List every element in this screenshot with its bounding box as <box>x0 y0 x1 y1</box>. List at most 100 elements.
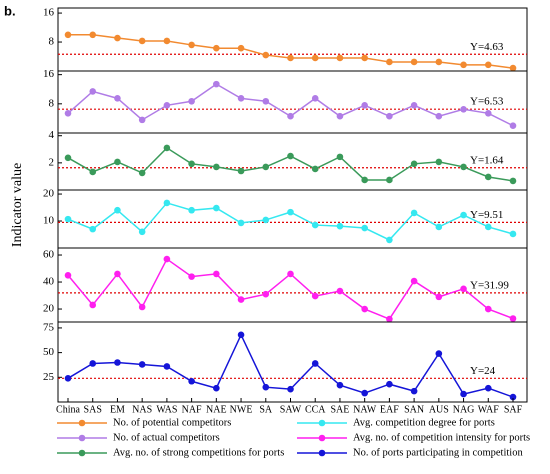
data-point <box>163 363 171 370</box>
data-point <box>311 221 319 229</box>
legend-label: Avg. competition degree for ports <box>353 417 495 428</box>
data-point <box>361 305 368 313</box>
data-point <box>410 277 418 285</box>
y-tick-label: 8 <box>49 36 55 48</box>
data-point <box>163 199 171 207</box>
data-point <box>509 177 517 185</box>
legend-label: No. of ports participating in competitio… <box>353 447 523 458</box>
data-point <box>114 359 121 366</box>
data-point <box>138 169 146 177</box>
data-point <box>386 112 393 120</box>
reference-label: Y=31.99 <box>470 279 509 291</box>
data-point <box>188 97 195 105</box>
data-point <box>114 270 121 278</box>
data-point <box>460 105 467 113</box>
legend-label: No. of actual competitors <box>113 432 220 443</box>
y-tick-label: 16 <box>43 68 55 80</box>
x-tick-label: NAE <box>206 404 227 415</box>
y-tick-label: 8 <box>49 97 55 109</box>
data-point <box>287 152 294 160</box>
x-tick-label: NAG <box>453 404 475 415</box>
legend-marker <box>318 434 326 442</box>
data-point <box>213 270 220 278</box>
data-point <box>336 222 344 230</box>
data-point <box>336 381 344 389</box>
data-point <box>361 101 368 109</box>
data-point <box>114 95 121 102</box>
reference-label: Y=24 <box>470 365 496 377</box>
data-point <box>163 101 171 109</box>
y-tick-label: 2 <box>49 156 55 168</box>
data-point <box>213 44 220 52</box>
data-point <box>64 31 72 39</box>
data-point <box>336 287 344 295</box>
y-tick-label: 4 <box>49 129 55 141</box>
data-point <box>114 158 121 166</box>
reference-label: Y=6.53 <box>470 96 504 108</box>
data-point <box>262 51 270 59</box>
panel-label: b. <box>4 3 16 18</box>
data-point <box>163 144 171 152</box>
data-point <box>509 64 517 72</box>
data-point <box>311 360 319 367</box>
data-point <box>460 163 467 171</box>
data-point <box>509 230 517 238</box>
y-tick-label: 60 <box>43 249 55 261</box>
x-tick-label: EAF <box>380 404 399 415</box>
data-point <box>460 285 467 293</box>
data-point <box>435 158 443 166</box>
data-point <box>336 153 344 161</box>
data-point <box>188 377 195 385</box>
data-point <box>460 211 467 219</box>
x-tick-label: EM <box>110 404 125 415</box>
panel-frame <box>57 70 528 134</box>
data-point <box>484 223 492 231</box>
data-point <box>361 54 368 62</box>
data-point <box>138 116 146 124</box>
data-point <box>410 101 418 109</box>
data-point <box>89 225 97 233</box>
reference-label: Y=4.63 <box>470 41 504 53</box>
y-tick-label: 10 <box>43 215 55 227</box>
data-point <box>188 206 195 214</box>
data-point <box>386 58 393 66</box>
legend-label: Avg. no. of strong competitions for port… <box>113 447 284 458</box>
data-point <box>213 384 220 392</box>
data-point <box>262 216 270 224</box>
y-tick-label: 75 <box>43 321 55 333</box>
data-point <box>460 61 467 69</box>
y-axis-label: Indicator value <box>10 163 25 247</box>
panel-frame <box>57 247 528 323</box>
data-point <box>386 176 393 184</box>
data-point <box>435 58 443 66</box>
data-point <box>410 160 418 168</box>
x-tick-label: SAS <box>84 404 102 415</box>
data-point <box>410 387 418 395</box>
data-point <box>386 380 393 388</box>
legend-label: No. of potential competitors <box>113 417 231 428</box>
data-point <box>336 54 344 62</box>
data-point <box>64 154 72 162</box>
legend-marker <box>78 434 86 442</box>
x-tick-label: WAS <box>156 404 177 415</box>
data-point <box>460 390 467 398</box>
x-tick-label: China <box>56 404 80 415</box>
x-tick-label: NAW <box>353 404 377 415</box>
data-point <box>435 293 443 301</box>
y-tick-label: 25 <box>43 371 55 383</box>
x-tick-label: SA <box>259 404 273 415</box>
data-point <box>311 95 319 102</box>
data-point <box>287 54 294 62</box>
x-tick-label: NAS <box>132 404 152 415</box>
data-point <box>89 31 97 39</box>
y-tick-label: 50 <box>43 346 55 358</box>
data-point <box>361 389 368 397</box>
data-point <box>213 204 220 212</box>
data-point <box>114 206 121 214</box>
y-tick-label: 16 <box>43 7 55 19</box>
data-point <box>138 303 146 311</box>
data-point <box>237 95 245 102</box>
data-point <box>237 331 245 339</box>
legend-marker <box>78 449 86 457</box>
